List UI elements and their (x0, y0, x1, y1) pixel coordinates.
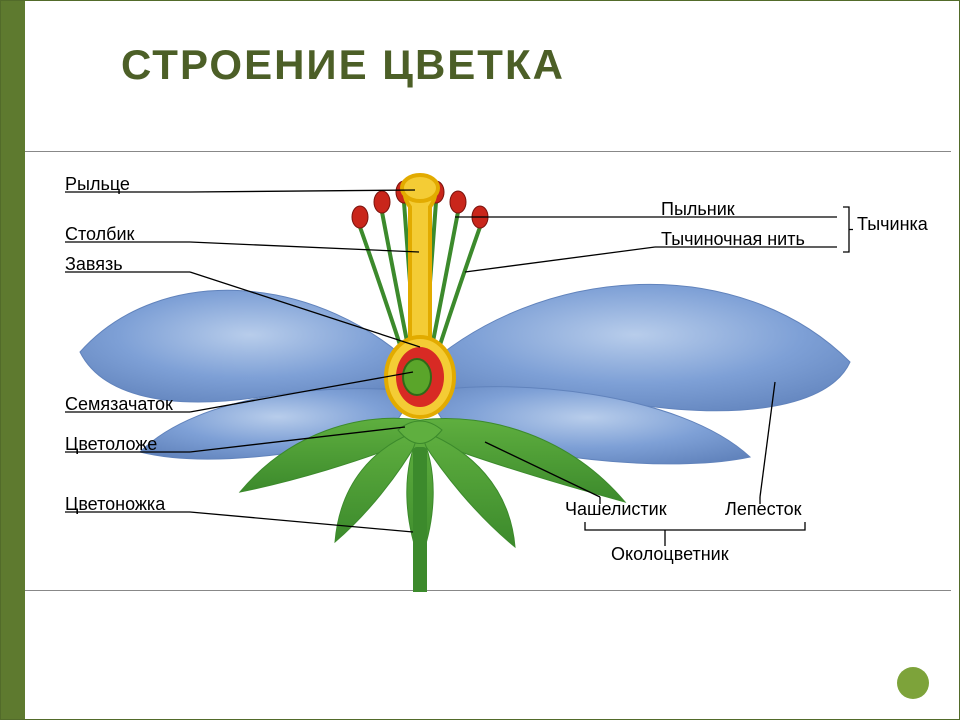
label-anther: Пыльник (661, 199, 735, 220)
label-perianth: Околоцветник (611, 544, 729, 565)
flower-diagram (25, 152, 953, 592)
label-receptacle: Цветоложе (65, 434, 157, 455)
label-ovary: Завязь (65, 254, 123, 275)
label-style: Столбик (65, 224, 134, 245)
label-sepal: Чашелистик (565, 499, 667, 520)
diagram-area: Рыльце Столбик Завязь Семязачаток Цветол… (25, 151, 951, 591)
label-petal: Лепесток (725, 499, 802, 520)
label-filament: Тычиночная нить (661, 229, 805, 250)
left-accent-bar (1, 1, 25, 719)
corner-dot-icon (897, 667, 929, 699)
label-pedicel: Цветоножка (65, 494, 165, 515)
slide-title: СТРОЕНИЕ ЦВЕТКА (121, 41, 565, 89)
label-stigma: Рыльце (65, 174, 130, 195)
label-ovule: Семязачаток (65, 394, 173, 415)
slide-frame: СТРОЕНИЕ ЦВЕТКА Рыльце Столбик Завязь Се… (0, 0, 960, 720)
label-stamen-group: Тычинка (857, 214, 928, 235)
